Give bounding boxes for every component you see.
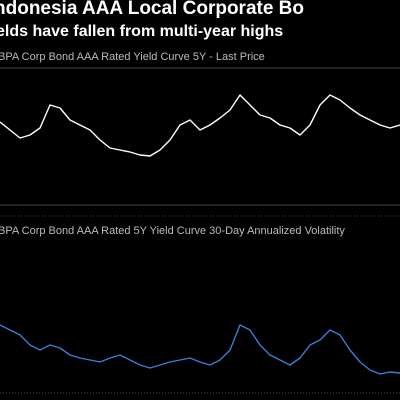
series-line bbox=[0, 94, 400, 157]
panel-title: BPA Corp Bond AAA Rated Yield Curve 5Y -… bbox=[0, 51, 265, 63]
series-line bbox=[0, 324, 400, 375]
chart-title: ndonesia AAA Local Corporate Bo bbox=[0, 0, 304, 19]
panel-title: BPA Corp Bond AAA Rated 5Y Yield Curve 3… bbox=[0, 225, 345, 237]
chart-subtitle: elds have fallen from multi-year highs bbox=[0, 23, 283, 40]
